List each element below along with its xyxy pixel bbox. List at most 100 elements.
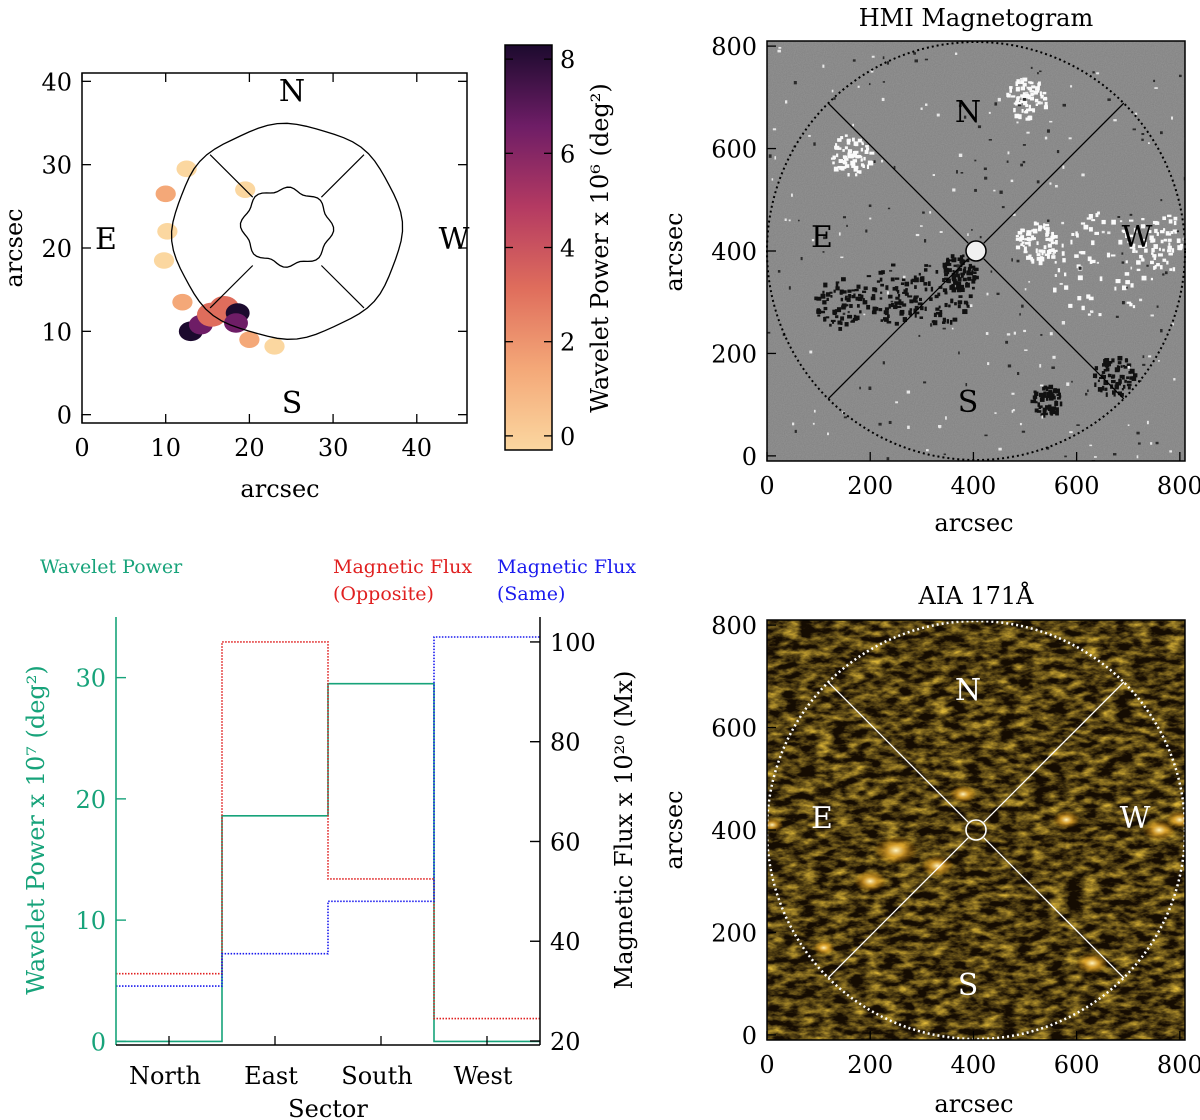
positive-flux-speckle [844, 146, 848, 150]
flux-speckle [924, 58, 929, 61]
flux-speckle [1076, 424, 1080, 426]
flux-speckle [833, 97, 836, 100]
negative-flux-speckle [913, 296, 918, 300]
positive-flux-speckle [1162, 258, 1167, 262]
positive-flux-speckle [1088, 296, 1094, 301]
positive-flux-speckle [1087, 256, 1092, 262]
flux-histogram-panel: Wavelet Power Magnetic Flux (Opposite) M… [22, 556, 638, 1120]
negative-flux-speckle [1107, 373, 1110, 378]
positive-flux-speckle [1153, 265, 1156, 270]
flux-speckle [767, 331, 771, 334]
positive-flux-speckle [832, 161, 835, 165]
negative-flux-speckle [927, 281, 931, 287]
aia-bright-region [853, 870, 887, 892]
negative-flux-speckle [962, 309, 968, 315]
legend-flux-opposite: Magnetic Flux [333, 556, 472, 578]
positive-flux-speckle [860, 147, 864, 152]
flux-speckle [1081, 173, 1085, 177]
positive-flux-speckle [1046, 250, 1052, 255]
negative-flux-speckle [951, 275, 957, 280]
negative-flux-speckle [894, 277, 900, 280]
flux-speckle [1007, 364, 1012, 368]
negative-flux-speckle [1057, 397, 1061, 400]
positive-flux-speckle [1115, 279, 1121, 284]
negative-flux-speckle [935, 311, 940, 315]
negative-flux-speckle [963, 300, 968, 305]
positive-flux-speckle [1141, 257, 1144, 262]
sector-divider [983, 681, 1125, 823]
negative-flux-speckle [1055, 410, 1059, 416]
negative-flux-speckle [890, 302, 894, 308]
negative-flux-speckle [1097, 379, 1100, 382]
positive-flux-speckle [853, 141, 859, 146]
positive-flux-speckle [1089, 259, 1093, 264]
negative-flux-speckle [1043, 385, 1048, 389]
positive-flux-speckle [1091, 259, 1096, 264]
positive-flux-speckle [1023, 102, 1027, 106]
positive-flux-speckle [1167, 249, 1172, 253]
negative-flux-speckle [888, 294, 893, 299]
negative-flux-speckle [878, 270, 884, 275]
negative-flux-speckle [1105, 367, 1110, 372]
positive-flux-speckle [1122, 285, 1127, 291]
positive-flux-speckle [1043, 245, 1047, 250]
negative-flux-speckle [854, 288, 859, 292]
flux-speckle [936, 113, 940, 117]
flux-speckle [1137, 442, 1141, 445]
flux-speckle [926, 449, 929, 452]
flux-speckle [831, 89, 834, 93]
negative-flux-speckle [1051, 406, 1057, 411]
negative-flux-speckle [870, 296, 876, 301]
positive-flux-speckle [851, 163, 856, 168]
positive-flux-speckle [844, 164, 850, 168]
positive-flux-speckle [1043, 227, 1048, 230]
left-y-tick-label: 0 [91, 1028, 106, 1056]
flux-speckle [958, 153, 963, 158]
negative-flux-speckle [855, 315, 860, 321]
negative-flux-speckle [924, 264, 929, 267]
flux-speckle [1066, 382, 1070, 386]
positive-flux-speckle [1051, 231, 1055, 237]
x-tick-label: 400 [951, 472, 997, 500]
positive-flux-speckle [1024, 111, 1029, 114]
flux-speckle [1011, 392, 1015, 395]
negative-flux-speckle [874, 287, 878, 293]
flux-speckle [784, 218, 787, 221]
negative-flux-speckle [894, 301, 899, 305]
x-tick-label: 0 [759, 472, 774, 500]
negative-flux-speckle [954, 302, 957, 306]
negative-flux-speckle [943, 267, 949, 273]
positive-flux-speckle [1020, 94, 1024, 98]
positive-flux-speckle [1057, 268, 1061, 273]
flux-speckle [886, 457, 890, 461]
y-tick-label: 600 [711, 136, 757, 164]
histogram-series-magnetic-flux-same- [116, 636, 540, 987]
aia-bright-region [1142, 819, 1176, 841]
sector-divider [983, 102, 1125, 244]
negative-flux-speckle [836, 307, 842, 313]
wavelet-map-ticks: 0 10 20 30 40 0 10 20 30 40 [41, 68, 467, 462]
flux-speckle [1160, 199, 1163, 202]
negative-flux-speckle [1103, 380, 1109, 386]
negative-flux-speckle [1126, 376, 1130, 380]
positive-flux-speckle [1020, 100, 1024, 104]
flux-speckle [847, 310, 850, 314]
negative-flux-speckle [949, 285, 955, 290]
flux-speckle [881, 97, 885, 102]
positive-flux-speckle [1053, 235, 1058, 239]
negative-flux-speckle [879, 277, 883, 282]
negative-flux-speckle [832, 309, 838, 315]
flux-speckle [777, 270, 781, 273]
positive-flux-speckle [1061, 251, 1065, 256]
positive-flux-speckle [1088, 227, 1093, 232]
negative-flux-speckle [1102, 374, 1107, 379]
negative-flux-speckle [855, 296, 860, 301]
flux-speckle [1169, 450, 1173, 453]
positive-flux-speckle [1043, 223, 1046, 228]
flux-speckle [1041, 415, 1044, 419]
negative-flux-speckle [935, 307, 940, 311]
positive-flux-speckle [1006, 92, 1010, 97]
hmi-title: HMI Magnetogram [859, 4, 1094, 32]
positive-flux-speckle [836, 153, 839, 158]
